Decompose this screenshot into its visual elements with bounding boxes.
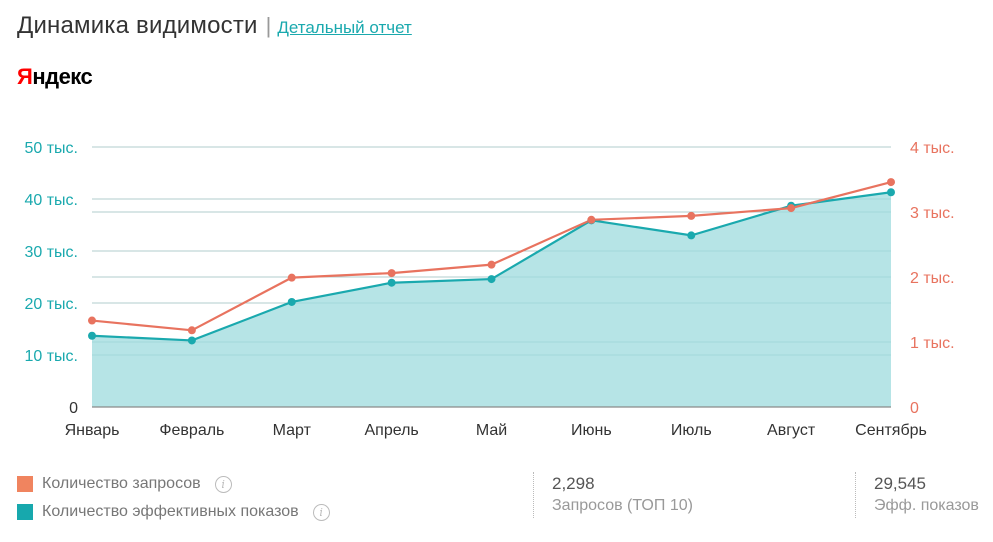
right-axis-tick-label: 0 [910,400,919,417]
right-axis-tick-label: 3 тыс. [910,205,955,222]
requests-point [687,211,696,220]
impressions-point [187,336,196,345]
x-axis-tick-label: Август [767,422,816,439]
left-axis: 0 10 тыс. 20 тыс. 30 тыс. 40 тыс. 50 тыс. [24,140,78,417]
right-axis-tick-label: 1 тыс. [910,335,955,352]
impressions-point [387,278,396,287]
stat-effective-impressions: 29,545 Эфф. показов [855,472,979,518]
impressions-point [687,231,696,240]
detailed-report-link[interactable]: Детальный отчет [277,18,412,37]
requests-point [787,204,796,213]
chart-area-layer [92,146,891,408]
impressions-point [887,188,895,197]
legend-swatch-impressions [17,504,33,520]
requests-point [187,326,196,335]
x-axis-tick-label: Апрель [364,422,418,439]
requests-point [487,260,496,269]
yandex-logo: Яндекс [17,64,93,90]
requests-point [88,316,96,325]
visibility-chart: 0 10 тыс. 20 тыс. 30 тыс. 40 тыс. 50 тыс. 0 1 … [24,140,955,439]
impressions-point [487,275,496,284]
impressions-point [88,331,96,340]
right-axis-tick-label: 2 тыс. [910,270,955,287]
stat-value: 2,298 [552,474,595,493]
chart-points-layer [88,178,895,345]
x-axis: Январь Февраль Март Апрель Май Июнь Июль Август… [65,422,927,439]
legend-item-requests[interactable]: Количество запросов i [17,470,330,498]
header: Динамика видимости | Детальный отчет [17,12,412,40]
impressions-area [92,192,891,407]
requests-point [587,215,596,224]
requests-point [287,273,296,282]
left-axis-tick-label: 50 тыс. [24,140,78,157]
x-axis-tick-label: Март [273,422,312,439]
stat-requests-top10: 2,298 Запросов (ТОП 10) [533,472,693,518]
x-axis-tick-label: Июль [671,422,712,439]
left-axis-tick-label: 0 [69,400,78,417]
chart-legend: Количество запросов i Количество эффекти… [17,470,330,526]
yandex-logo-rest: ндекс [32,64,93,89]
stat-label: Эфф. показов [874,497,979,514]
title-separator: | [265,13,272,38]
left-axis-tick-label: 40 тыс. [24,192,78,209]
page-title: Динамика видимости [17,12,258,39]
stat-value: 29,545 [874,474,926,493]
x-axis-tick-label: Сентябрь [855,422,927,439]
left-axis-tick-label: 30 тыс. [24,244,78,261]
legend-item-impressions[interactable]: Количество эффективных показов i [17,498,330,526]
legend-swatch-requests [17,476,33,492]
requests-point [387,269,396,278]
right-axis-tick-label: 4 тыс. [910,140,955,157]
left-axis-tick-label: 10 тыс. [24,348,78,365]
info-icon[interactable]: i [312,503,330,521]
x-axis-tick-label: Январь [65,422,120,439]
legend-label-impressions: Количество эффективных показов [42,503,299,520]
info-icon[interactable]: i [214,475,232,493]
requests-point [887,178,895,187]
stat-label: Запросов (ТОП 10) [552,497,693,514]
x-axis-tick-label: Февраль [159,422,224,439]
impressions-point [287,297,296,306]
right-axis: 0 1 тыс. 2 тыс. 3 тыс. 4 тыс. [910,140,955,417]
legend-label-requests: Количество запросов [42,475,201,492]
x-axis-tick-label: Июнь [571,422,612,439]
left-axis-tick-label: 20 тыс. [24,296,78,313]
x-axis-tick-label: Май [476,422,507,439]
yandex-logo-first-letter: Я [17,64,33,89]
